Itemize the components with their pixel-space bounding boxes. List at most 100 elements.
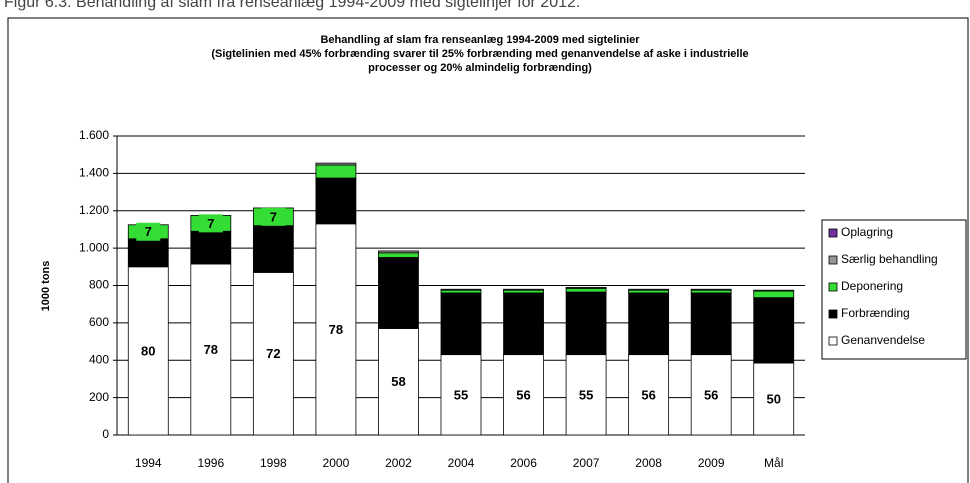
data-label: 15	[204, 240, 218, 255]
x-tick-label: 2008	[635, 456, 662, 470]
data-label: 50	[766, 391, 780, 406]
data-label: 43	[579, 316, 593, 331]
bar-segment	[315, 164, 357, 179]
data-label-bg	[511, 385, 536, 404]
y-tick-label: 1.200	[79, 203, 109, 217]
data-label-bg	[261, 344, 286, 363]
data-label-bg	[198, 238, 223, 257]
data-label-bg	[574, 314, 599, 333]
bar-segment	[628, 289, 670, 294]
bar-segment	[690, 289, 732, 294]
x-tick-label: 2002	[385, 456, 412, 470]
bar-segment	[315, 162, 357, 166]
x-tick-label: 1996	[197, 456, 224, 470]
data-label: 17	[329, 193, 343, 208]
data-label-bg	[136, 243, 161, 262]
legend-swatch	[828, 336, 838, 346]
y-tick-label: 600	[89, 315, 109, 329]
data-label-bg	[386, 283, 411, 302]
data-label-bg	[449, 385, 473, 404]
data-label-bg	[198, 340, 223, 359]
data-label-bg	[449, 314, 473, 333]
y-axis-label: 1000 tons	[40, 261, 52, 312]
data-label-bg	[636, 385, 661, 404]
legend-frame	[821, 219, 967, 360]
bar-segment	[378, 252, 419, 258]
data-label-bg	[699, 385, 724, 404]
x-tick-label: 2006	[510, 456, 537, 470]
data-label: 56	[641, 387, 655, 402]
legend-label: Oplagring	[841, 225, 893, 239]
bar-segment	[503, 289, 544, 294]
legend-swatch	[828, 282, 838, 292]
data-label-bg	[323, 320, 348, 339]
y-tick-label: 1.600	[79, 128, 109, 142]
y-tick-label: 1.400	[79, 166, 109, 180]
data-label: 43	[516, 316, 530, 331]
data-label: 7	[270, 209, 277, 224]
legend-label: Forbrænding	[841, 306, 910, 320]
x-tick-label: 1998	[260, 456, 287, 470]
x-tick-label: 1994	[135, 456, 162, 470]
data-label-bg	[136, 341, 161, 360]
data-label: 80	[141, 343, 155, 358]
legend-label: Deponering	[841, 279, 903, 293]
data-label: 43	[454, 316, 468, 331]
x-tick-label: 2007	[573, 456, 600, 470]
data-label: 55	[454, 387, 468, 402]
bar-segment	[378, 250, 419, 254]
data-label: 58	[391, 374, 405, 389]
data-label: 72	[266, 346, 280, 361]
data-label-bg	[761, 390, 786, 409]
x-tick-label: Mål	[764, 456, 783, 470]
data-label-bg	[386, 372, 411, 391]
bar-segment	[503, 288, 544, 291]
data-label: 78	[329, 322, 343, 337]
y-tick-label: 1.000	[79, 240, 109, 254]
y-tick-label: 200	[89, 390, 109, 404]
data-label-bg	[511, 314, 536, 333]
bar-segment	[690, 354, 732, 436]
data-label: 20	[266, 241, 280, 256]
data-label: 39	[391, 285, 405, 300]
data-label: 78	[204, 342, 218, 357]
bar-segment	[690, 288, 732, 291]
data-label-bg	[261, 240, 286, 259]
data-label-bg	[761, 321, 786, 340]
data-label-bg	[323, 191, 348, 210]
chart-title: (Sigtelinien med 45% forbrænding svarer …	[211, 48, 748, 60]
data-label-bg	[136, 222, 161, 241]
chart-title: processer og 20% almindelig forbrænding)	[368, 62, 592, 74]
bar-segment	[440, 289, 482, 294]
data-label-bg	[636, 314, 661, 333]
data-label-bg	[574, 385, 599, 404]
data-label: 7	[207, 216, 214, 231]
data-label: 56	[704, 387, 718, 402]
bar-segment	[565, 287, 607, 293]
y-tick-label: 800	[89, 278, 109, 292]
data-label-bg	[699, 314, 724, 333]
data-label: 45	[766, 323, 780, 338]
caption: Figur 6.3. Behandling af slam fra rensea…	[4, 0, 580, 11]
bar-segment	[753, 289, 795, 292]
y-tick-label: 0	[102, 427, 109, 441]
x-tick-label: 2009	[698, 456, 725, 470]
data-label: 43	[704, 316, 718, 331]
bar-segment	[565, 286, 607, 289]
x-tick-label: 2000	[323, 456, 350, 470]
data-label-bg	[198, 214, 223, 233]
data-label-bg	[261, 207, 286, 226]
legend-label: Genanvendelse	[841, 333, 925, 347]
data-label: 55	[579, 387, 593, 402]
data-label: 56	[516, 387, 530, 402]
chart-title: Behandling af slam fra renseanlæg 1994-2…	[320, 34, 640, 46]
data-label: 13	[141, 245, 155, 260]
bar-segment	[440, 288, 482, 291]
data-label: 7	[145, 224, 152, 239]
legend-label: Særlig behandling	[841, 252, 938, 266]
data-label: 43	[641, 316, 655, 331]
legend-swatch	[828, 228, 838, 238]
bar-segment	[753, 290, 795, 299]
